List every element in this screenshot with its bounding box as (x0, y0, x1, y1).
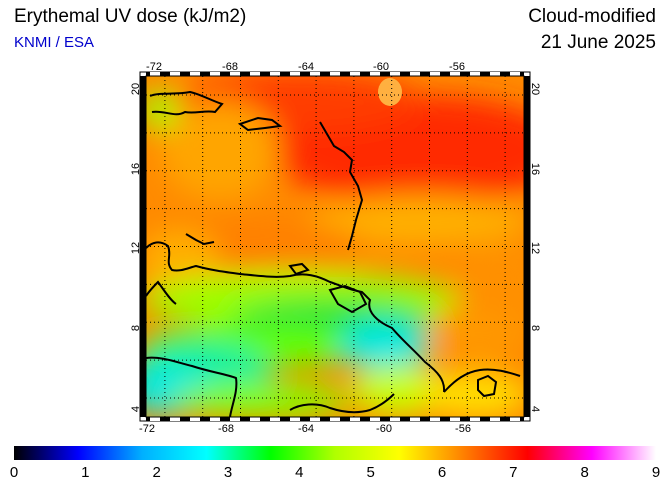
lon-label-bottom: -68 (218, 423, 234, 435)
lon-label-bottom: -60 (376, 423, 392, 435)
colorbar-tick-label: 4 (295, 464, 304, 481)
colorbar-tick-label: 8 (580, 464, 589, 481)
lon-label-bottom: -56 (455, 423, 471, 435)
colorbar-tick-label: 9 (651, 464, 661, 481)
colorbar-tick-label: 3 (223, 464, 233, 481)
lat-label-right: 12 (529, 242, 541, 254)
colorbar-tick-label: 7 (509, 464, 518, 481)
coastlines (146, 90, 521, 417)
colorbar-tick-label: 6 (437, 464, 447, 481)
colorbar-tick-label: 5 (366, 464, 375, 481)
date-label: 21 June 2025 (540, 32, 656, 53)
product-label: Cloud-modified (528, 6, 656, 27)
lat-label-left: 16 (130, 163, 142, 175)
tick-labels: -72 -68 -64 -60 -56 -72 -68 -64 -60 -56 … (130, 61, 541, 435)
map-frame (139, 71, 531, 422)
lat-label-right: 16 (529, 163, 541, 175)
lat-label-right: 4 (529, 406, 541, 412)
lon-label-top: -72 (146, 61, 162, 73)
lat-label-left: 4 (130, 406, 142, 412)
lat-label-left: 12 (130, 242, 142, 254)
colorbar-tick-label: 0 (9, 464, 19, 481)
colorbar-tick-label: 2 (152, 464, 161, 481)
map-title: Erythemal UV dose (kJ/m2) (14, 6, 247, 27)
uv-bright-spot (378, 78, 402, 106)
colorbar-tick-label: 1 (81, 464, 90, 481)
colorbar-gradient (14, 446, 656, 460)
lon-label-bottom: -64 (298, 423, 314, 435)
lat-label-left: 8 (130, 325, 142, 331)
lon-label-top: -64 (298, 61, 314, 73)
lat-label-right: 8 (529, 325, 541, 331)
lon-label-top: -68 (222, 61, 238, 73)
lon-label-bottom: -72 (139, 423, 155, 435)
lon-label-top: -60 (373, 61, 389, 73)
lon-label-top: -56 (449, 61, 465, 73)
lat-label-right: 20 (529, 83, 541, 95)
credit-label: KNMI / ESA (14, 34, 95, 51)
graticule (146, 76, 524, 417)
lat-label-left: 20 (130, 83, 142, 95)
